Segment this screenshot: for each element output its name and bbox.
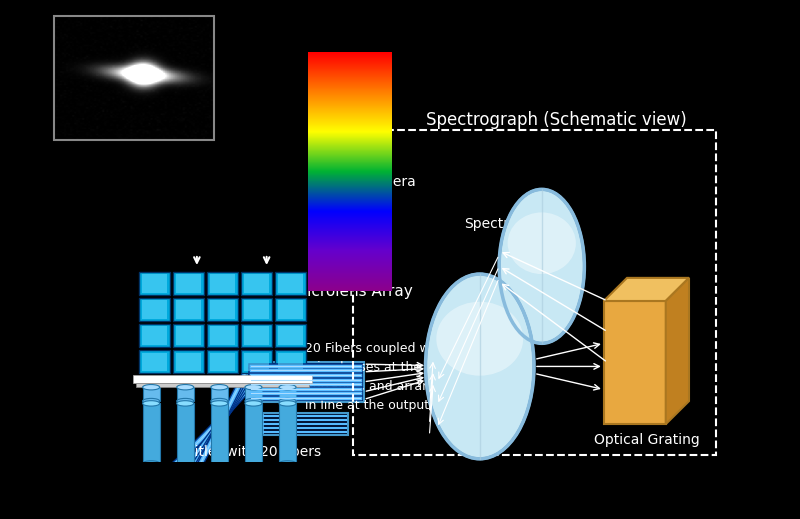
- Polygon shape: [176, 326, 201, 345]
- Polygon shape: [138, 298, 170, 321]
- Polygon shape: [604, 278, 689, 301]
- Polygon shape: [210, 352, 235, 371]
- Text: Slitlet with 20 fibers: Slitlet with 20 fibers: [182, 445, 321, 459]
- Ellipse shape: [508, 212, 576, 274]
- Ellipse shape: [142, 399, 160, 404]
- Polygon shape: [142, 326, 166, 345]
- Polygon shape: [666, 278, 689, 424]
- Polygon shape: [244, 326, 269, 345]
- Ellipse shape: [499, 189, 584, 344]
- Polygon shape: [244, 352, 269, 371]
- Polygon shape: [241, 350, 272, 373]
- Bar: [134, 375, 311, 383]
- Ellipse shape: [245, 399, 262, 404]
- Text: 20 Fibers coupled with
microlenses at the
entrance, and arranged
in line at the : 20 Fibers coupled with microlenses at th…: [306, 342, 454, 412]
- Bar: [279, 403, 296, 463]
- Polygon shape: [275, 272, 306, 295]
- Bar: [245, 387, 262, 401]
- Polygon shape: [275, 350, 306, 373]
- Ellipse shape: [279, 385, 296, 390]
- Polygon shape: [210, 274, 235, 293]
- Polygon shape: [173, 324, 204, 347]
- Polygon shape: [275, 324, 306, 347]
- Polygon shape: [173, 272, 204, 295]
- Bar: [142, 387, 160, 401]
- Bar: [247, 362, 363, 402]
- Bar: [354, 130, 716, 455]
- Polygon shape: [176, 352, 201, 371]
- Text: Spectra: Spectra: [464, 217, 518, 231]
- Bar: [211, 387, 228, 401]
- Polygon shape: [173, 350, 204, 373]
- Ellipse shape: [211, 399, 228, 404]
- Polygon shape: [244, 274, 269, 293]
- Ellipse shape: [245, 401, 262, 406]
- Polygon shape: [241, 298, 272, 321]
- Polygon shape: [278, 326, 303, 345]
- Ellipse shape: [211, 385, 228, 390]
- Ellipse shape: [426, 274, 534, 459]
- Ellipse shape: [142, 401, 160, 406]
- Polygon shape: [173, 298, 204, 321]
- Bar: [245, 403, 262, 471]
- Polygon shape: [207, 298, 238, 321]
- Polygon shape: [207, 350, 238, 373]
- Polygon shape: [604, 301, 666, 424]
- Ellipse shape: [279, 399, 296, 404]
- Bar: [279, 387, 296, 401]
- Polygon shape: [142, 274, 166, 293]
- Polygon shape: [275, 298, 306, 321]
- Polygon shape: [210, 326, 235, 345]
- Polygon shape: [278, 274, 303, 293]
- Text: Optical Grating: Optical Grating: [594, 432, 699, 446]
- Text: Camera: Camera: [361, 174, 416, 188]
- Text: Spectrograph (Schematic view): Spectrograph (Schematic view): [426, 111, 686, 129]
- Bar: [262, 414, 348, 435]
- Ellipse shape: [279, 401, 296, 406]
- Bar: [211, 403, 228, 476]
- Bar: [54, 16, 214, 140]
- Ellipse shape: [142, 461, 160, 466]
- Polygon shape: [210, 300, 235, 319]
- Polygon shape: [176, 300, 201, 319]
- Ellipse shape: [436, 302, 523, 376]
- Bar: [142, 403, 160, 463]
- Polygon shape: [142, 352, 166, 371]
- Ellipse shape: [245, 469, 262, 474]
- Bar: [177, 403, 194, 471]
- Bar: [136, 383, 310, 387]
- Polygon shape: [142, 300, 166, 319]
- Ellipse shape: [211, 474, 228, 479]
- Polygon shape: [176, 274, 201, 293]
- Polygon shape: [207, 324, 238, 347]
- Polygon shape: [278, 352, 303, 371]
- Ellipse shape: [177, 385, 194, 390]
- Bar: [177, 387, 194, 401]
- Polygon shape: [138, 272, 170, 295]
- Polygon shape: [138, 324, 170, 347]
- Ellipse shape: [142, 385, 160, 390]
- Polygon shape: [241, 272, 272, 295]
- Text: Microlens Array: Microlens Array: [294, 284, 413, 299]
- Ellipse shape: [177, 399, 194, 404]
- Polygon shape: [207, 272, 238, 295]
- Ellipse shape: [177, 401, 194, 406]
- Ellipse shape: [177, 469, 194, 474]
- Polygon shape: [244, 300, 269, 319]
- Ellipse shape: [245, 385, 262, 390]
- Polygon shape: [241, 324, 272, 347]
- Ellipse shape: [279, 461, 296, 466]
- Ellipse shape: [211, 401, 228, 406]
- Polygon shape: [278, 300, 303, 319]
- Polygon shape: [138, 350, 170, 373]
